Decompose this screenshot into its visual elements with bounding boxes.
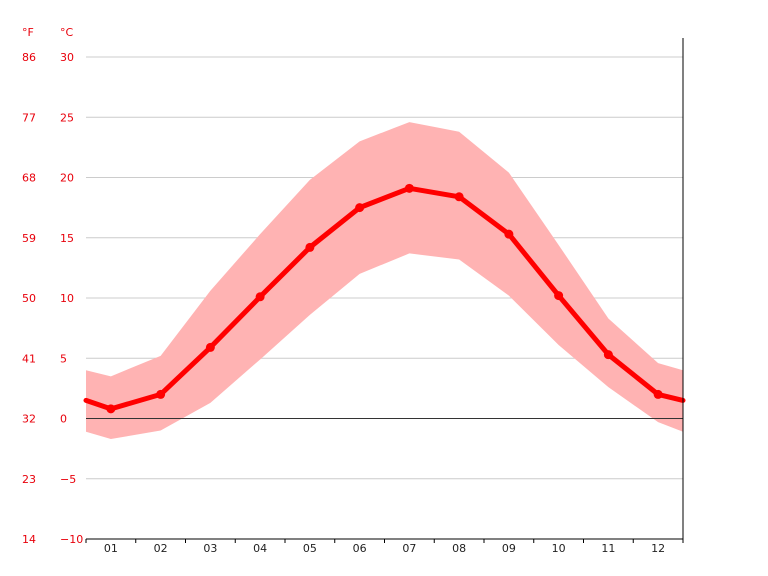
- data-point: [205, 342, 215, 352]
- fahrenheit-tick-label: 77: [22, 111, 36, 124]
- data-point: [156, 389, 166, 399]
- fahrenheit-unit-label: °F: [22, 26, 34, 39]
- mean-temperature-line: [83, 185, 686, 412]
- data-point: [603, 350, 613, 360]
- month-tick-labels: 01 02 03 04 05 06 07 08 09 10 11 12: [104, 542, 665, 555]
- data-point: [404, 183, 414, 193]
- fahrenheit-tick-label: 59: [22, 232, 36, 245]
- fahrenheit-tick-labels: 86 77 68 59 50 41 32 23 14: [22, 51, 36, 546]
- data-point: [653, 389, 663, 399]
- temperature-range-band: [86, 122, 683, 439]
- fahrenheit-tick-label: 23: [22, 473, 36, 486]
- month-tick-label: 08: [452, 542, 466, 555]
- fahrenheit-tick-label: 68: [22, 172, 36, 185]
- month-tick-label: 04: [253, 542, 267, 555]
- fahrenheit-tick-label: 41: [22, 352, 36, 365]
- month-tick-label: 05: [303, 542, 317, 555]
- fahrenheit-tick-label: 86: [22, 51, 36, 64]
- celsius-tick-label: 5: [60, 352, 67, 365]
- data-point: [305, 242, 315, 252]
- data-point: [554, 291, 564, 301]
- temperature-range-band-layer: [86, 122, 683, 439]
- month-tick-label: 01: [104, 542, 118, 555]
- celsius-tick-label: −10: [60, 533, 83, 546]
- axes: [85, 38, 684, 543]
- month-tick-label: 07: [402, 542, 416, 555]
- celsius-tick-label: −5: [60, 473, 76, 486]
- celsius-tick-label: 20: [60, 172, 74, 185]
- data-point: [504, 229, 514, 239]
- month-tick-label: 12: [651, 542, 665, 555]
- celsius-tick-label: 0: [60, 413, 67, 426]
- fahrenheit-tick-label: 14: [22, 533, 36, 546]
- celsius-unit-label: °C: [60, 26, 74, 39]
- month-tick-label: 10: [552, 542, 566, 555]
- data-point: [355, 203, 365, 213]
- month-tick-label: 11: [601, 542, 615, 555]
- data-point: [454, 192, 464, 202]
- celsius-tick-label: 25: [60, 111, 74, 124]
- celsius-tick-label: 30: [60, 51, 74, 64]
- month-tick-label: 09: [502, 542, 516, 555]
- month-tick-label: 03: [203, 542, 217, 555]
- celsius-tick-label: 15: [60, 232, 74, 245]
- month-tick-label: 02: [154, 542, 168, 555]
- data-point: [255, 292, 265, 302]
- data-point: [106, 404, 116, 414]
- celsius-tick-labels: 30 25 20 15 10 5 0 −5 −10: [60, 51, 83, 546]
- fahrenheit-tick-label: 32: [22, 413, 36, 426]
- month-tick-label: 06: [353, 542, 367, 555]
- mean-temperature-line-layer: [83, 185, 686, 412]
- data-points-layer: [106, 183, 663, 414]
- celsius-tick-label: 10: [60, 292, 74, 305]
- fahrenheit-tick-label: 50: [22, 292, 36, 305]
